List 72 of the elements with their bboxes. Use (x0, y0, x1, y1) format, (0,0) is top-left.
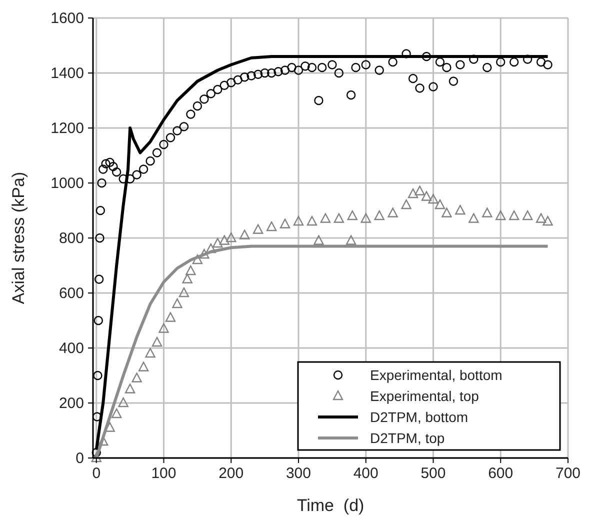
point (226, 232, 236, 242)
point (91, 452, 102, 462)
point (442, 208, 452, 218)
point (388, 208, 398, 218)
legend-label: D2TPM, bottom (370, 409, 468, 425)
point (468, 213, 479, 223)
point (178, 287, 190, 298)
point (192, 254, 203, 264)
point (219, 235, 230, 245)
point (172, 298, 182, 308)
y-axis-title: Axial stress (kPa) (9, 172, 28, 304)
point (266, 221, 277, 232)
x-tick-label: 400 (353, 465, 378, 482)
point (414, 186, 425, 196)
point (145, 348, 156, 358)
point (239, 230, 250, 240)
point (496, 210, 506, 220)
x-tick-label: 500 (420, 465, 446, 482)
point (182, 274, 192, 284)
point (542, 216, 553, 226)
point (158, 323, 169, 333)
x-tick-label: 200 (218, 465, 244, 482)
point (455, 204, 466, 215)
point (428, 194, 438, 204)
legend-label: Experimental, top (370, 388, 480, 404)
y-tick-label: 800 (58, 230, 84, 247)
point (293, 216, 304, 226)
point (314, 235, 324, 245)
x-tick-label: 300 (286, 465, 312, 482)
y-tick-label: 400 (58, 340, 84, 357)
x-tick-label: 0 (92, 465, 101, 482)
point (280, 218, 290, 228)
point (152, 336, 162, 347)
point (334, 213, 344, 223)
point (306, 216, 318, 226)
x-tick-label: 600 (488, 465, 514, 482)
y-tick-label: 1000 (50, 175, 84, 192)
point (536, 213, 546, 223)
point (346, 235, 356, 245)
point (522, 210, 533, 220)
legend-label: D2TPM, top (370, 430, 445, 446)
point (111, 408, 122, 418)
point (408, 188, 418, 198)
point (374, 210, 384, 220)
y-tick-label: 600 (58, 285, 84, 302)
point (199, 248, 210, 259)
point (401, 199, 412, 210)
point (138, 362, 149, 372)
y-tick-label: 1600 (50, 10, 84, 27)
point (212, 238, 223, 248)
y-tick-label: 0 (76, 450, 84, 467)
point (482, 208, 492, 218)
x-axis-title: Time (d) (296, 496, 364, 515)
point (320, 213, 331, 223)
legend-label: Experimental, bottom (370, 367, 502, 383)
point (434, 199, 446, 210)
point (165, 312, 176, 322)
point (132, 372, 142, 382)
point (118, 397, 128, 408)
point (124, 384, 136, 394)
x-tick-label: 100 (151, 465, 176, 482)
y-tick-label: 1400 (50, 65, 84, 82)
point (206, 243, 216, 254)
point (421, 191, 432, 201)
point (186, 265, 196, 276)
y-tick-label: 200 (58, 395, 84, 412)
point (360, 213, 371, 223)
point (347, 210, 358, 220)
x-tick-label: 700 (555, 465, 581, 482)
y-tick-label: 1200 (50, 120, 84, 137)
point (509, 210, 520, 220)
point (252, 224, 264, 234)
